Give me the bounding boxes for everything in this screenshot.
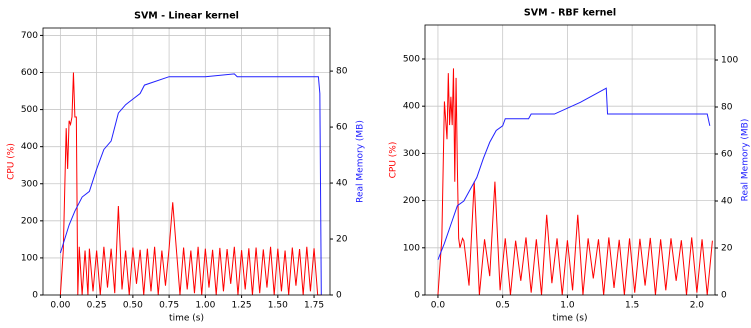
y2-tick-label: 40 xyxy=(336,179,348,189)
x-tick-label: 1.50 xyxy=(268,301,288,311)
plot-frame xyxy=(42,27,331,296)
y2-tick-label: 20 xyxy=(721,244,733,254)
y2-tick-label: 100 xyxy=(721,56,738,66)
y2-axis-label: Real Memory (MB) xyxy=(356,120,366,203)
x-axis-label: time (s) xyxy=(553,314,588,324)
y-tick-label: 200 xyxy=(403,196,420,206)
y-tick-label: 100 xyxy=(403,243,420,253)
y2-tick-label: 80 xyxy=(721,103,733,113)
x-tick-label: 0.00 xyxy=(50,301,70,311)
y2-tick-label: 60 xyxy=(721,150,733,160)
x-tick-label: 1.00 xyxy=(195,301,215,311)
data-line xyxy=(59,73,322,296)
y-tick-label: 500 xyxy=(21,105,38,115)
x-tick-label: 0.25 xyxy=(87,301,107,311)
y2-tick-label: 0 xyxy=(336,291,342,301)
x-tick-label: 0.0 xyxy=(431,301,446,311)
y2-axis-label: Real Memory (MB) xyxy=(741,119,751,202)
x-tick-label: 0.5 xyxy=(496,301,510,311)
x-axis-label: time (s) xyxy=(169,314,204,324)
y2-tick-label: 40 xyxy=(721,197,733,207)
data-line xyxy=(437,68,713,296)
x-tick-label: 1.0 xyxy=(560,301,575,311)
y2-tick-label: 80 xyxy=(336,67,348,77)
y-tick-label: 400 xyxy=(21,142,38,152)
y2-tick-label: 60 xyxy=(336,123,348,133)
y-tick-label: 300 xyxy=(21,179,38,189)
y-tick-label: 400 xyxy=(403,102,420,112)
y-tick-label: 0 xyxy=(414,291,420,301)
data-line xyxy=(437,87,711,260)
x-tick-label: 1.25 xyxy=(232,301,252,311)
plot-frame xyxy=(424,24,716,296)
x-tick-label: 1.5 xyxy=(625,301,639,311)
y2-tick-label: 20 xyxy=(336,235,348,245)
y-tick-label: 100 xyxy=(21,253,38,263)
x-tick-label: 0.50 xyxy=(123,301,143,311)
y-axis-label: CPU (%) xyxy=(7,143,17,180)
x-tick-label: 1.75 xyxy=(304,301,324,311)
y-tick-label: 500 xyxy=(403,54,420,64)
y-tick-label: 0 xyxy=(32,291,38,301)
y-tick-label: 600 xyxy=(21,68,38,78)
y-tick-label: 700 xyxy=(21,31,38,41)
data-line xyxy=(59,72,322,296)
y-tick-label: 300 xyxy=(403,149,420,159)
chart-title: SVM - Linear kernel xyxy=(134,11,239,22)
y-axis-label: CPU (%) xyxy=(389,142,399,179)
x-tick-label: 0.75 xyxy=(159,301,179,311)
chart: SVM - Linear kernel 0.00 0.25 0.50 0.75 1.00 1… xyxy=(7,11,366,324)
y2-tick-label: 0 xyxy=(721,291,727,301)
x-tick-label: 2.0 xyxy=(690,301,705,311)
chart-title: SVM - RBF kernel xyxy=(524,8,616,19)
y-tick-label: 200 xyxy=(21,216,38,226)
